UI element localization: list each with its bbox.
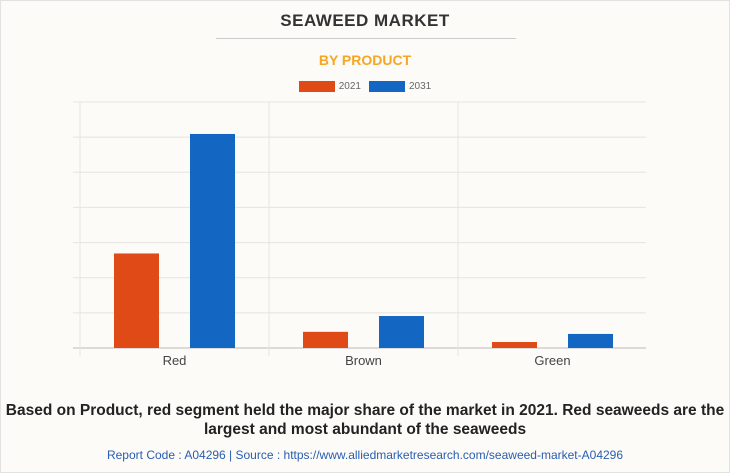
legend-item-2031[interactable]: 2031 bbox=[369, 81, 431, 92]
x-tick-label: Brown bbox=[345, 353, 382, 368]
legend-label: 2031 bbox=[409, 81, 432, 92]
bar-chart: Red Brown Green bbox=[73, 101, 646, 368]
chart-title: SEAWEED MARKET bbox=[280, 11, 450, 30]
source-line[interactable]: Report Code : A04296 | Source : https://… bbox=[106, 448, 624, 462]
bar-brown-2031 bbox=[379, 316, 424, 348]
bar-green-2031 bbox=[568, 333, 613, 348]
legend: 2021 2031 bbox=[1, 81, 729, 92]
x-tick-label: Red bbox=[163, 353, 187, 368]
bar-brown-2021 bbox=[303, 331, 348, 348]
legend-label: 2021 bbox=[338, 81, 361, 92]
legend-item-2021[interactable]: 2021 bbox=[298, 81, 361, 92]
x-tick-label: Green bbox=[534, 353, 570, 368]
bar-green-2021 bbox=[492, 342, 537, 348]
chart-subtitle: BY PRODUCT bbox=[318, 52, 412, 68]
chart-caption: Based on Product, red segment held the m… bbox=[5, 402, 725, 438]
legend-swatch bbox=[298, 81, 335, 92]
bar-red-2021 bbox=[114, 253, 159, 348]
bar-red-2031 bbox=[190, 133, 235, 348]
legend-swatch bbox=[369, 81, 405, 92]
title-divider bbox=[216, 38, 516, 39]
